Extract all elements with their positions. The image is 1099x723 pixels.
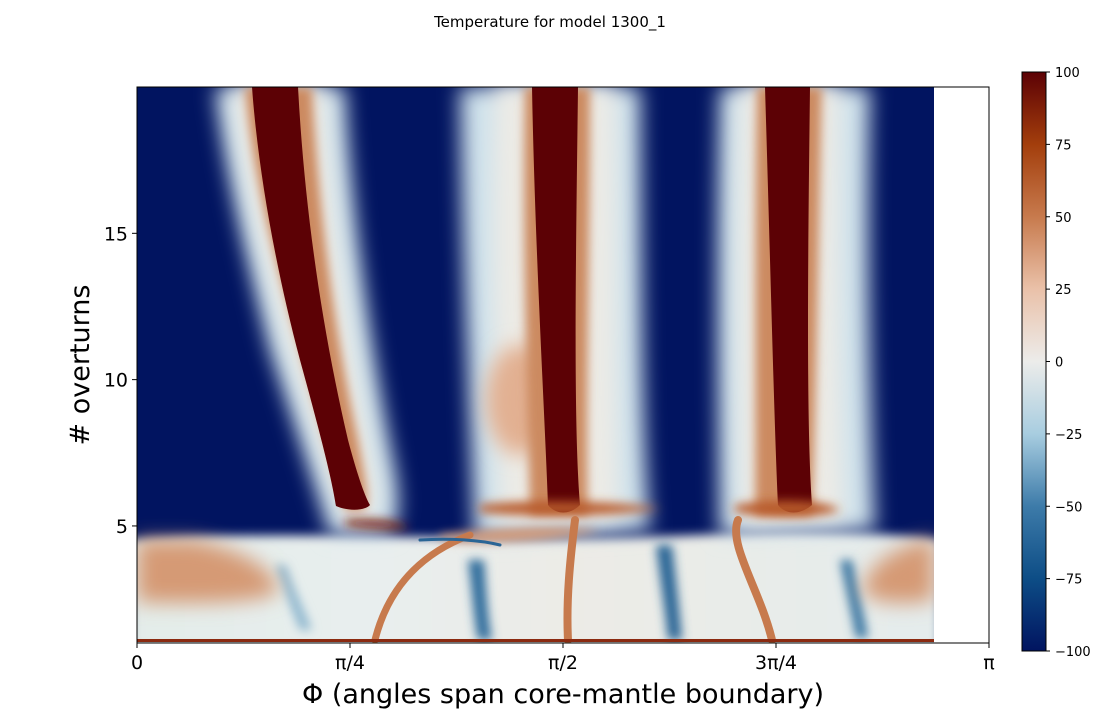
y-tick-label: 5 [116,516,128,538]
colorbar-tick-label: 25 [1055,283,1072,298]
y-axis: 5 10 15 [104,223,137,538]
x-tick-label: 3π/4 [755,652,797,674]
x-tick-label: 0 [131,652,143,674]
colorbar [1021,71,1047,652]
y-tick-label: 10 [104,370,128,392]
x-tick-label: π [983,652,994,674]
x-axis: 0 π/4 π/2 3π/4 π [131,643,995,674]
x-axis-label: Φ (angles span core-mantle boundary) [302,679,824,710]
colorbar-tick-label: −50 [1055,500,1082,515]
colorbar-tick-label: 100 [1055,66,1080,81]
colorbar-tick-label: −25 [1055,428,1082,443]
chart-title: Temperature for model 1300_1 [433,13,666,32]
colorbar-tick-label: 75 [1055,138,1072,153]
x-tick-label: π/2 [548,652,578,674]
heatmap-image [137,87,934,643]
colorbar-ticks: 100 75 50 25 0 −25 −50 −75 −100 [1046,66,1091,660]
y-tick-label: 15 [104,223,128,245]
x-tick-label: π/4 [335,652,365,674]
y-axis-label: # overturns [65,285,96,446]
colorbar-tick-label: 0 [1055,356,1063,371]
colorbar-tick-label: 50 [1055,211,1072,226]
colorbar-tick-label: −100 [1055,645,1091,660]
colorbar-tick-label: −75 [1055,573,1082,588]
